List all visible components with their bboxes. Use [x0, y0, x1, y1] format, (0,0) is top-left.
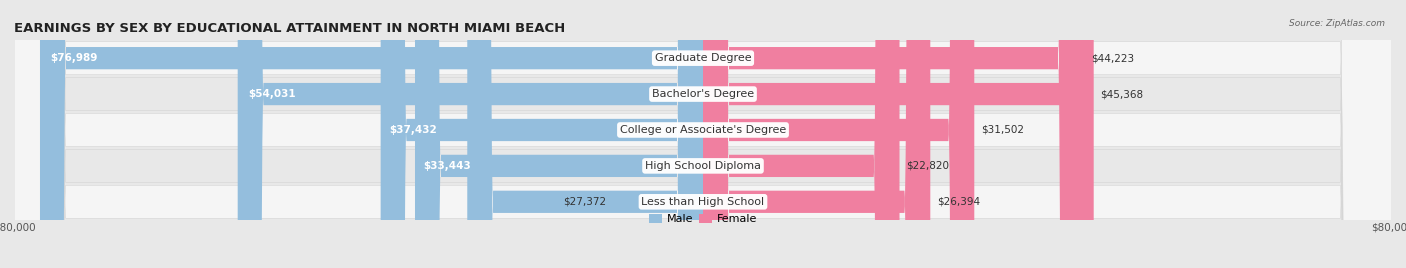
- Text: Graduate Degree: Graduate Degree: [655, 53, 751, 63]
- FancyBboxPatch shape: [703, 0, 1084, 268]
- Text: Bachelor's Degree: Bachelor's Degree: [652, 89, 754, 99]
- Text: EARNINGS BY SEX BY EDUCATIONAL ATTAINMENT IN NORTH MIAMI BEACH: EARNINGS BY SEX BY EDUCATIONAL ATTAINMEN…: [14, 22, 565, 35]
- Text: Source: ZipAtlas.com: Source: ZipAtlas.com: [1289, 19, 1385, 28]
- Text: $54,031: $54,031: [247, 89, 295, 99]
- Text: $31,502: $31,502: [981, 125, 1024, 135]
- Text: $45,368: $45,368: [1101, 89, 1143, 99]
- FancyBboxPatch shape: [703, 0, 1094, 268]
- Text: $26,394: $26,394: [938, 197, 980, 207]
- Text: Less than High School: Less than High School: [641, 197, 765, 207]
- FancyBboxPatch shape: [14, 0, 1392, 268]
- FancyBboxPatch shape: [14, 0, 1392, 268]
- Text: College or Associate's Degree: College or Associate's Degree: [620, 125, 786, 135]
- FancyBboxPatch shape: [14, 0, 1392, 268]
- FancyBboxPatch shape: [14, 0, 1392, 268]
- Text: $44,223: $44,223: [1091, 53, 1133, 63]
- FancyBboxPatch shape: [467, 0, 703, 268]
- FancyBboxPatch shape: [14, 0, 1392, 268]
- FancyBboxPatch shape: [39, 0, 703, 268]
- Legend: Male, Female: Male, Female: [644, 209, 762, 229]
- FancyBboxPatch shape: [703, 0, 931, 268]
- Text: $76,989: $76,989: [51, 53, 97, 63]
- FancyBboxPatch shape: [238, 0, 703, 268]
- Text: $33,443: $33,443: [423, 161, 471, 171]
- Text: $27,372: $27,372: [564, 197, 607, 207]
- FancyBboxPatch shape: [703, 0, 900, 268]
- Text: $37,432: $37,432: [389, 125, 437, 135]
- FancyBboxPatch shape: [703, 0, 974, 268]
- Text: $22,820: $22,820: [907, 161, 949, 171]
- FancyBboxPatch shape: [381, 0, 703, 268]
- Text: High School Diploma: High School Diploma: [645, 161, 761, 171]
- FancyBboxPatch shape: [415, 0, 703, 268]
